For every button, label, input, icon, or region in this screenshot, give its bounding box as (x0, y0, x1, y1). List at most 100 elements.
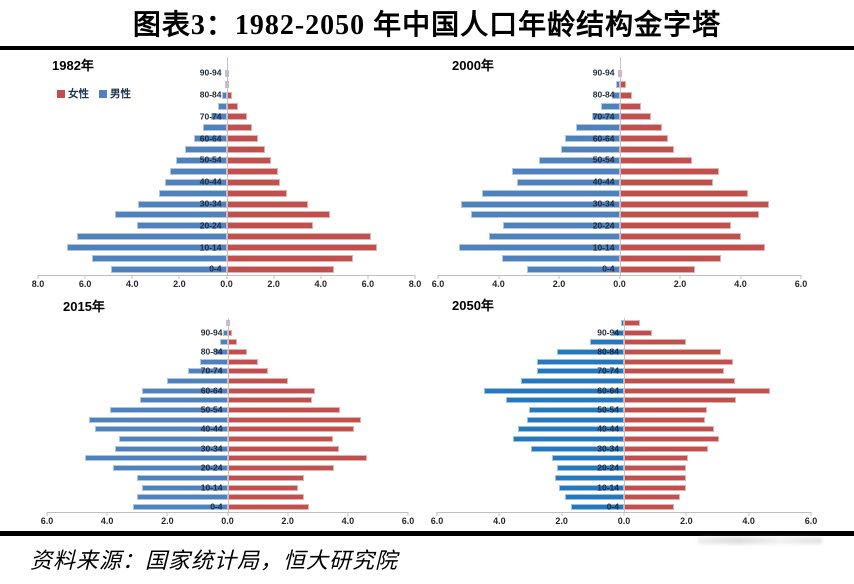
bar-male-70-74 (536, 368, 624, 375)
pyramid-row-40-44: 40-44 (438, 177, 801, 188)
pyramid-chart-2050: 90-94 80-84 70-74 60-64 50-54 40-44 30-34 20-24… (431, 318, 817, 526)
bar-male-85-89 (224, 80, 227, 88)
right-half (227, 318, 409, 328)
right-half (624, 434, 811, 444)
bar-male-5-9 (564, 494, 624, 501)
bar-female-40-44 (226, 178, 280, 186)
pyramid-row-40-44: 40-44 (437, 424, 811, 435)
bar-male-65-69 (167, 377, 228, 384)
age-label-20-24: 20-24 (199, 220, 222, 231)
left-half (38, 122, 227, 133)
bar-female-15-19 (227, 474, 305, 481)
bar-female-0-4 (226, 265, 334, 273)
age-label-50-54: 50-54 (199, 155, 222, 166)
left-half (437, 386, 624, 396)
bar-female-70-74 (227, 368, 269, 375)
right-half (227, 328, 409, 338)
bar-female-85-89 (624, 339, 687, 346)
age-label-90-94: 90-94 (200, 327, 223, 338)
bar-male-20-24 (557, 465, 624, 472)
bar-female-40-44 (624, 426, 715, 433)
chart-title-2015: 2015年 (63, 299, 105, 314)
legend-male-label: 男性 (110, 88, 131, 100)
bar-male-90-94 (617, 69, 620, 77)
left-half (38, 253, 227, 264)
right-half (619, 209, 802, 220)
right-half (619, 133, 802, 144)
pyramid-row-95-99 (38, 57, 415, 68)
right-half (624, 366, 811, 376)
right-half (620, 57, 802, 68)
age-label-70-74: 70-74 (597, 365, 619, 376)
bar-male-35-39 (481, 189, 620, 197)
legend-item-female: 女性 (57, 86, 89, 101)
left-half (437, 434, 624, 444)
right-half (624, 444, 811, 454)
axis-tick (106, 512, 108, 516)
bar-female-15-19 (619, 233, 741, 241)
bar-female-40-44 (227, 426, 354, 433)
right-half (619, 177, 802, 188)
axis-tick (685, 512, 687, 516)
pyramid-row-80-84: 80-84 (438, 90, 801, 101)
age-label-90-94: 90-94 (199, 67, 222, 78)
right-half (624, 328, 811, 338)
age-label-30-34: 30-34 (592, 198, 615, 209)
right-half (227, 425, 409, 435)
pyramid-row-0-4: 0-4 (38, 264, 415, 275)
axis-tick (619, 275, 620, 279)
axis-tick-label: 4.0 (341, 516, 355, 526)
bar-female-10-14 (619, 244, 765, 252)
axis-tick (84, 275, 86, 279)
age-label-10-14: 10-14 (199, 242, 222, 253)
right-half (227, 492, 409, 502)
age-label-30-34: 30-34 (199, 198, 222, 209)
right-half (624, 483, 811, 493)
left-half (47, 386, 228, 396)
age-label-40-44: 40-44 (200, 424, 223, 435)
bar-male-20-24 (113, 465, 228, 472)
age-label-20-24: 20-24 (592, 220, 615, 231)
age-label-20-24: 20-24 (200, 462, 223, 473)
left-half (47, 425, 228, 435)
bar-female-40-44 (619, 178, 714, 186)
bar-male-50-54 (175, 156, 227, 164)
bar-male-15-19 (137, 474, 228, 481)
left-half (437, 444, 624, 454)
axis-tick-label: 2.0 (680, 516, 693, 526)
pyramid-row-85-89 (38, 79, 415, 90)
bar-male-40-44 (165, 178, 227, 186)
bar-female-60-64 (619, 135, 668, 143)
bar-female-25-29 (226, 211, 331, 219)
axis-tick (436, 512, 438, 516)
bar-male-65-69 (575, 124, 620, 132)
pyramid-row-5-9 (438, 253, 801, 264)
axis-tick (558, 275, 560, 279)
pyramid-row-15-19 (47, 473, 408, 483)
bar-female-5-9 (619, 254, 721, 262)
axis-tick-label: 2.0 (161, 516, 174, 526)
bar-female-95-99 (227, 319, 230, 326)
left-half (437, 502, 624, 512)
bar-female-55-59 (227, 397, 312, 404)
pyramid-row-90-94: 90-94 (38, 68, 415, 79)
right-half (226, 122, 416, 133)
bar-male-10-14 (67, 244, 227, 252)
bar-female-50-54 (619, 156, 693, 164)
left-half (47, 405, 228, 415)
right-half (619, 111, 802, 122)
pyramid-row-10-14: 10-14 (47, 482, 408, 493)
axis-tick-label: 6.0 (401, 516, 415, 526)
bar-female-50-54 (226, 156, 272, 164)
right-half (227, 444, 409, 454)
pyramid-row-25-29 (47, 454, 408, 464)
bar-male-55-59 (560, 146, 620, 154)
bar-female-75-79 (619, 102, 641, 110)
age-label-10-14: 10-14 (592, 242, 615, 253)
bar-male-80-84 (221, 91, 227, 99)
bar-male-30-34 (460, 200, 620, 208)
bar-male-15-19 (76, 233, 227, 241)
pyramid-row-75-79 (47, 357, 408, 367)
axis-tick (347, 512, 349, 516)
chart-title-1982: 1982年 (52, 58, 94, 73)
